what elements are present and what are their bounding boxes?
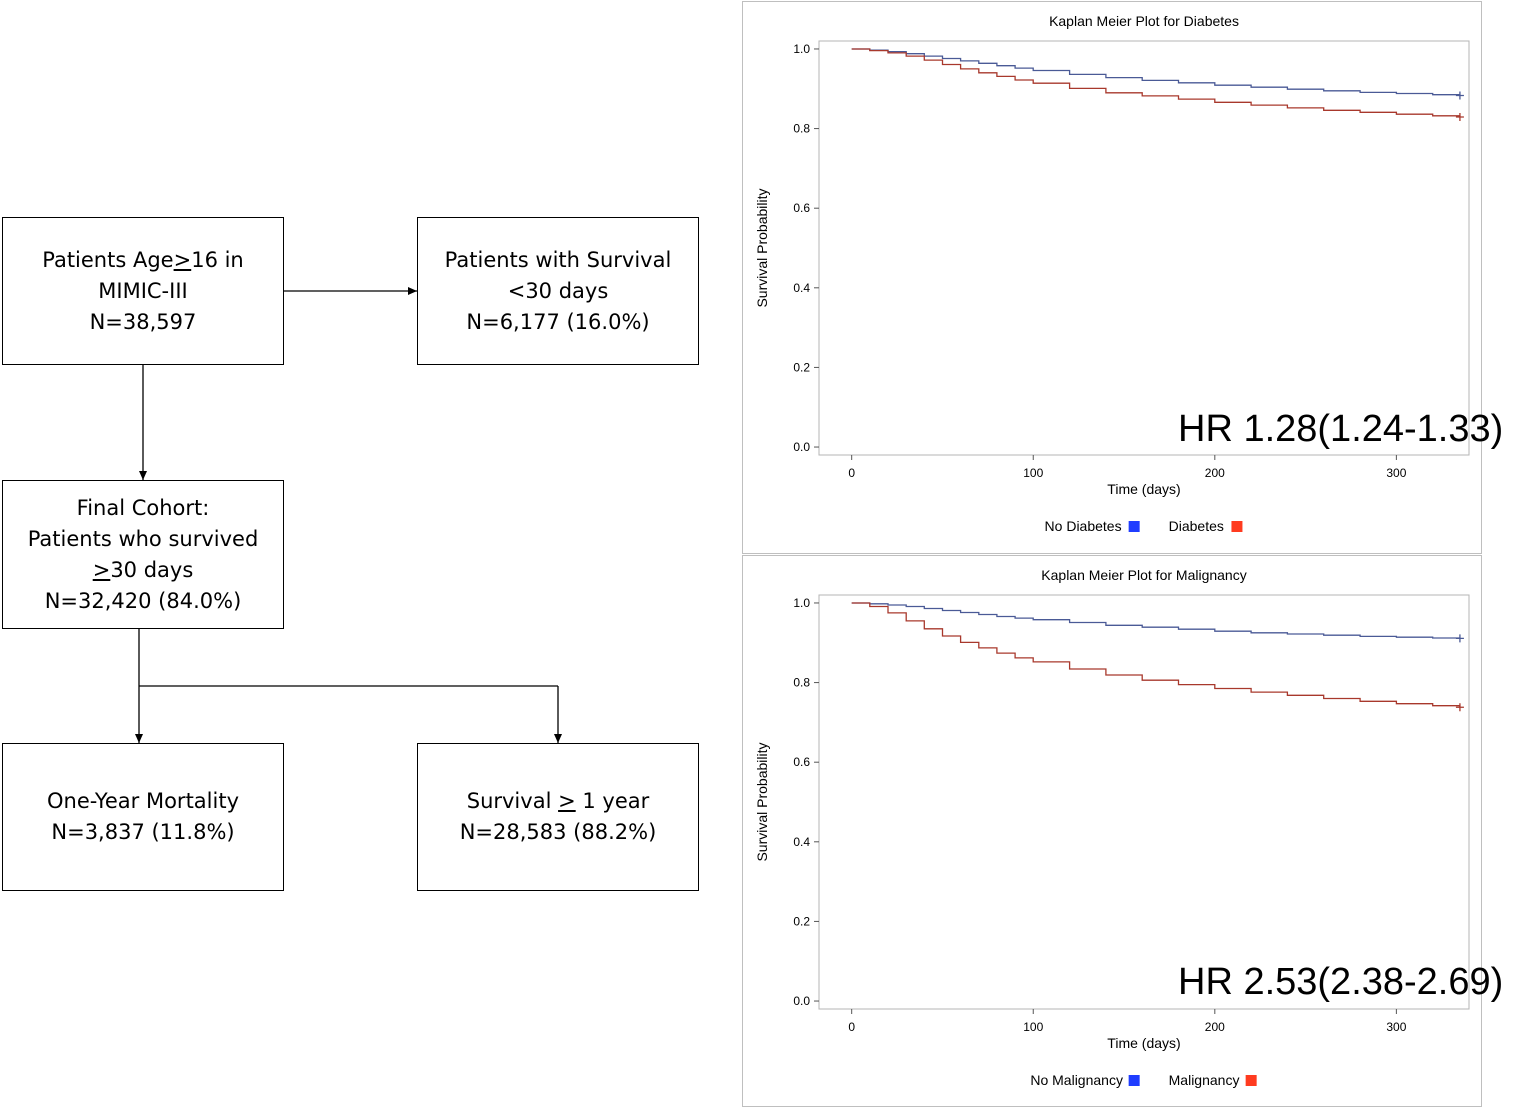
- legend-label-diabetes: Diabetes: [1169, 518, 1224, 534]
- plot-frame: [818, 594, 1470, 1010]
- box-excluded-line1: Patients with Survival: [444, 247, 672, 272]
- box-excluded-line2: <30 days: [507, 278, 609, 303]
- box-mortality-count: N=3,837 (11.8%): [51, 820, 235, 844]
- y-axis-label: Survival Probability: [754, 188, 770, 307]
- x-tick-label: 200: [1205, 1020, 1225, 1034]
- km-curve-malignancy: [851, 602, 1461, 708]
- box-all-patients: Patients Age>16 in MIMIC-III N=38,597: [2, 217, 284, 365]
- box-excluded-count: N=6,177 (16.0%): [466, 309, 650, 334]
- chart-title: Kaplan Meier Plot for Diabetes: [1049, 13, 1239, 29]
- x-tick-label: 300: [1386, 466, 1406, 480]
- censor-mark-malignancy: [1455, 703, 1464, 712]
- chart-legend: No Diabetes Diabetes: [1045, 518, 1243, 534]
- box-final-count: N=32,420 (84.0%): [44, 588, 242, 613]
- km-chart-malignancy: Kaplan Meier Plot for Malignancy 0.0 0.2 0.…: [754, 567, 1470, 1088]
- box-one-year-mortality: One-Year Mortality N=3,837 (11.8%): [2, 743, 284, 891]
- y-tick-label: 0.6: [793, 755, 810, 769]
- x-tick-label: 0: [848, 1020, 855, 1034]
- chart-title: Kaplan Meier Plot for Malignancy: [1041, 567, 1246, 583]
- censor-mark-no-diabetes: [1455, 91, 1464, 100]
- censor-mark-diabetes: [1455, 113, 1464, 122]
- box-final-line3: >30 days: [92, 557, 194, 582]
- legend-swatch-no-malignancy: [1128, 1075, 1140, 1086]
- legend-swatch-no-diabetes: [1128, 521, 1140, 532]
- legend-label-malignancy: Malignancy: [1169, 1072, 1240, 1088]
- km-panel-malignancy: Kaplan Meier Plot for Malignancy 0.0 0.2 0.…: [742, 555, 1503, 1107]
- km-curve-diabetes: [851, 48, 1461, 117]
- box-final-line1: Final Cohort:: [76, 495, 210, 520]
- hazard-ratio-diabetes: HR 1.28(1.24-1.33): [1178, 408, 1504, 450]
- y-tick-label: 0.2: [793, 360, 810, 374]
- box-mortality-line1: One-Year Mortality: [46, 789, 239, 813]
- legend-label-no-malignancy: No Malignancy: [1030, 1072, 1123, 1088]
- y-tick-label: 0.6: [793, 201, 810, 215]
- censor-mark-no-malignancy: [1455, 634, 1464, 643]
- km-chart-diabetes: Kaplan Meier Plot for Diabetes 0.0 0.2 0.4 0…: [754, 13, 1470, 534]
- x-tick-label: 200: [1205, 466, 1225, 480]
- plot-frame: [818, 40, 1470, 456]
- y-tick-label: 0.8: [793, 122, 810, 136]
- x-tick-label: 100: [1023, 466, 1043, 480]
- km-curve-no-malignancy: [851, 602, 1461, 639]
- box-survival-one-year: Survival > 1 year N=28,583 (88.2%): [417, 743, 699, 891]
- y-axis-label: Survival Probability: [754, 742, 770, 861]
- chart-legend: No Malignancy Malignancy: [1030, 1072, 1257, 1088]
- legend-swatch-malignancy: [1245, 1075, 1257, 1086]
- y-tick-label: 0.4: [793, 835, 810, 849]
- x-tick-label: 100: [1023, 1020, 1043, 1034]
- y-tick-label: 0.2: [793, 914, 810, 928]
- legend-label-no-diabetes: No Diabetes: [1045, 518, 1122, 534]
- x-tick-label: 300: [1386, 1020, 1406, 1034]
- box-all-patients-line2: MIMIC-III: [98, 278, 188, 303]
- x-axis-label: Time (days): [1107, 1035, 1180, 1051]
- legend-swatch-diabetes: [1231, 521, 1243, 532]
- y-tick-label: 0.0: [793, 994, 810, 1008]
- km-panel-diabetes: Kaplan Meier Plot for Diabetes 0.0 0.2 0.4 0…: [742, 1, 1503, 554]
- box-all-patients-line1: Patients Age>16 in: [42, 247, 244, 272]
- y-tick-label: 0.8: [793, 676, 810, 690]
- x-tick-label: 0: [848, 466, 855, 480]
- y-tick-label: 0.4: [793, 281, 810, 295]
- x-axis-label: Time (days): [1107, 481, 1180, 497]
- flowchart-connectors: [135, 287, 562, 743]
- box-survival-count: N=28,583 (88.2%): [459, 820, 657, 844]
- box-final-line2: Patients who survived: [27, 526, 259, 551]
- box-final-cohort: Final Cohort: Patients who survived >30 …: [2, 480, 284, 629]
- box-all-patients-count: N=38,597: [89, 309, 197, 334]
- y-tick-label: 1.0: [793, 42, 810, 56]
- box-survival-line1: Survival > 1 year: [466, 789, 650, 813]
- km-curve-no-diabetes: [851, 48, 1461, 96]
- hazard-ratio-malignancy: HR 2.53(2.38-2.69): [1178, 961, 1504, 1003]
- box-excluded-survival-under-30: Patients with Survival <30 days N=6,177 …: [417, 217, 699, 365]
- y-tick-label: 1.0: [793, 596, 810, 610]
- y-tick-label: 0.0: [793, 440, 810, 454]
